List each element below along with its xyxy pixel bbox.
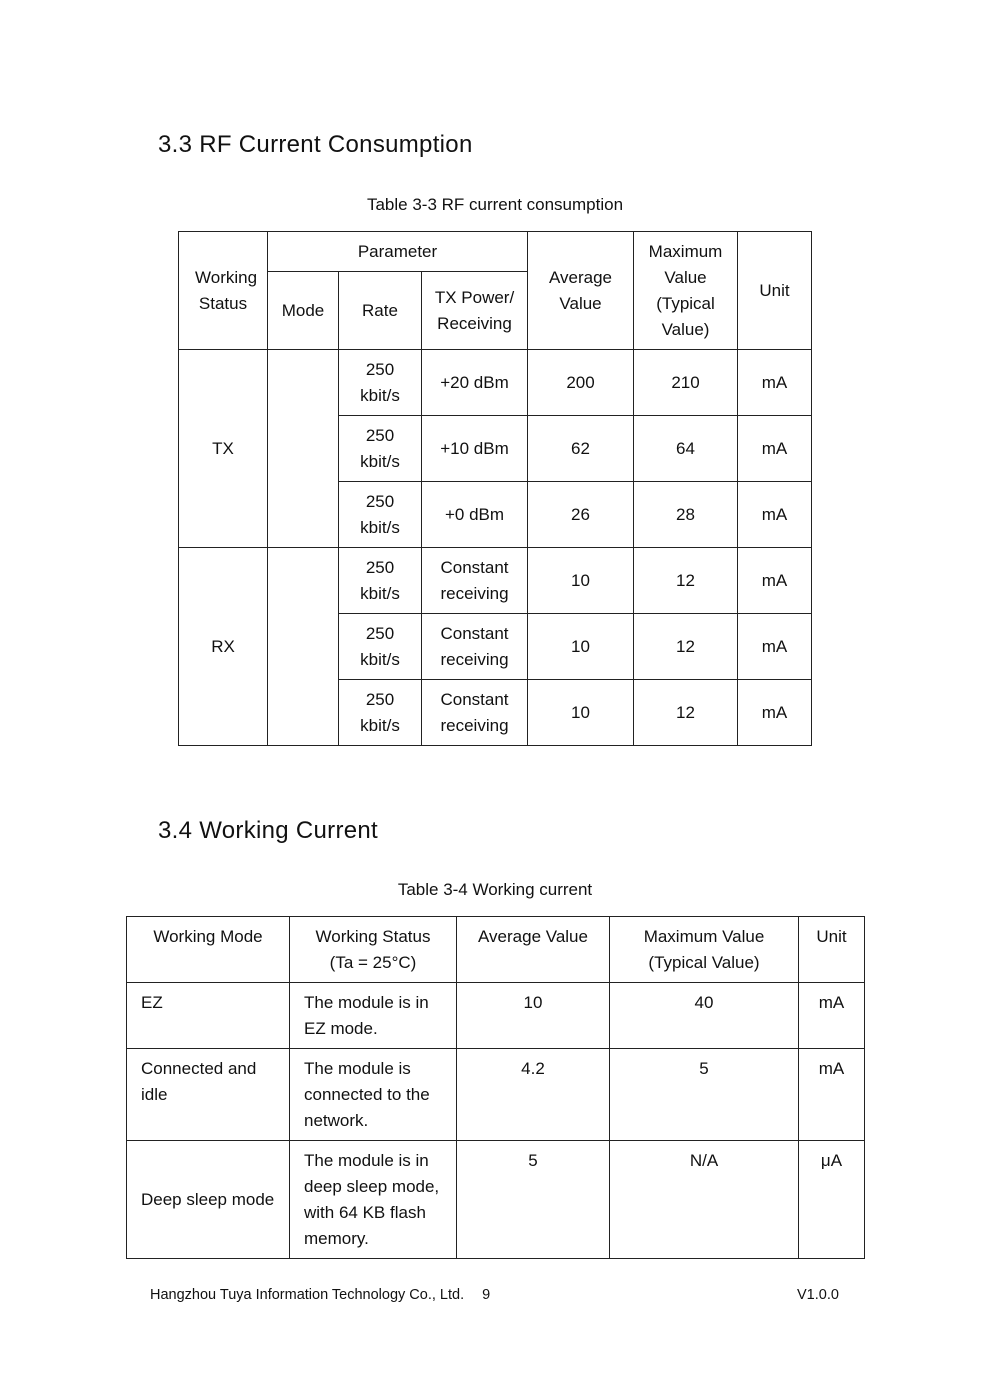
unit-cell: mA [737, 613, 813, 680]
working-mode-cell: EZ [126, 982, 290, 1049]
maximum-cell: 64 [633, 415, 739, 482]
mode-cell [267, 547, 339, 746]
working-mode-cell: Deep sleep mode [126, 1140, 290, 1259]
tx-power-cell: +0 dBm [420, 481, 529, 548]
header-working-mode: Working Mode [126, 916, 290, 983]
working-current-table: Working Mode Working Status (Ta = 25°C) Av… [126, 916, 865, 1259]
tx-power-cell: Constant receiving [420, 547, 529, 614]
table-row: RX 250 kbit/s Constant receiving 10 12 mA [178, 547, 813, 746]
table-row: 250 kbit/s +0 dBm 26 28 mA [179, 481, 813, 548]
maximum-cell: 12 [633, 679, 739, 746]
working-status-cell: RX [178, 547, 268, 746]
unit-cell: mA [737, 481, 813, 548]
header-average: Average Value [527, 231, 635, 350]
header-unit: Unit [737, 231, 813, 350]
tx-power-cell: +20 dBm [420, 349, 529, 416]
header-average: Average Value [456, 916, 610, 983]
unit-cell: mA [798, 1048, 865, 1141]
section-heading-rf-current: 3.3 RF Current Consumption [158, 131, 473, 158]
unit-cell: μA [798, 1140, 865, 1259]
header-rate: Rate [338, 271, 422, 350]
header-tx-power: TX Power/ Receiving [420, 271, 529, 350]
table-row: EZ The module is in EZ mode. 10 40 mA [126, 982, 865, 1049]
average-cell: 5 [456, 1140, 610, 1259]
tx-power-cell: Constant receiving [420, 679, 529, 746]
header-parameter: Parameter [266, 231, 529, 272]
average-cell: 200 [527, 349, 635, 416]
table-row: Deep sleep mode The module is in deep sle… [126, 1140, 865, 1259]
section-heading-working-current: 3.4 Working Current [158, 817, 379, 844]
rate-cell: 250 kbit/s [338, 613, 422, 680]
table-row: 250 kbit/s Constant receiving 10 12 mA [179, 613, 813, 680]
average-cell: 10 [527, 613, 635, 680]
rate-cell: 250 kbit/s [338, 547, 422, 614]
maximum-cell: N/A [609, 1140, 799, 1259]
header-mode: Mode [267, 271, 339, 350]
unit-cell: mA [798, 982, 865, 1049]
header-row: Working Mode Working Status (Ta = 25°C) Av… [126, 916, 865, 983]
page-number: 9 [482, 1287, 491, 1303]
header-maximum: Maximum Value (Typical Value) [609, 916, 799, 983]
footer-company: Hangzhou Tuya Information Technology Co.… [150, 1287, 490, 1303]
rate-cell: 250 kbit/s [338, 679, 422, 746]
unit-cell: mA [737, 349, 813, 416]
rate-cell: 250 kbit/s [338, 415, 422, 482]
rf-current-table: Working Status Parameter Average Value M… [178, 231, 813, 746]
table-caption-3-3: Table 3-3 RF current consumption [366, 195, 624, 214]
tx-power-cell: Constant receiving [420, 613, 529, 680]
table-caption-3-4: Table 3-4 Working current [397, 880, 593, 899]
table-row: Connected and idle The module is connecte… [126, 1048, 865, 1141]
tx-power-cell: +10 dBm [420, 415, 529, 482]
maximum-cell: 12 [633, 547, 739, 614]
working-status-cell: The module is connected to the network. [289, 1048, 457, 1141]
maximum-cell: 5 [609, 1048, 799, 1141]
average-cell: 62 [527, 415, 635, 482]
working-status-cell: The module is in deep sleep mode, with 6… [289, 1140, 457, 1259]
company-name: Hangzhou Tuya Information Technology Co.… [150, 1287, 465, 1303]
maximum-cell: 28 [633, 481, 739, 548]
maximum-cell: 210 [633, 349, 739, 416]
header-working-status: Working Status [178, 231, 268, 350]
average-cell: 10 [527, 547, 635, 614]
rate-cell: 250 kbit/s [338, 481, 422, 548]
rate-cell: 250 kbit/s [338, 349, 422, 416]
average-cell: 26 [527, 481, 635, 548]
header-maximum: Maximum Value (Typical Value) [633, 231, 739, 350]
working-status-cell: The module is in EZ mode. [289, 982, 457, 1049]
table-row: 250 kbit/s +10 dBm 62 64 mA [179, 415, 813, 482]
average-cell: 10 [456, 982, 610, 1049]
table-row: TX 250 kbit/s +20 dBm 200 210 mA [178, 349, 813, 548]
mode-cell [267, 349, 339, 548]
average-cell: 10 [527, 679, 635, 746]
maximum-cell: 12 [633, 613, 739, 680]
footer-version: V1.0.0 [797, 1287, 839, 1303]
average-cell: 4.2 [456, 1048, 610, 1141]
unit-cell: mA [737, 547, 813, 614]
working-mode-cell: Connected and idle [126, 1048, 290, 1141]
unit-cell: mA [737, 679, 813, 746]
working-status-cell: TX [178, 349, 268, 548]
table-row: 250 kbit/s Constant receiving 10 12 mA [179, 679, 813, 746]
header-working-status: Working Status (Ta = 25°C) [289, 916, 457, 983]
maximum-cell: 40 [609, 982, 799, 1049]
header-unit: Unit [798, 916, 865, 983]
unit-cell: mA [737, 415, 813, 482]
